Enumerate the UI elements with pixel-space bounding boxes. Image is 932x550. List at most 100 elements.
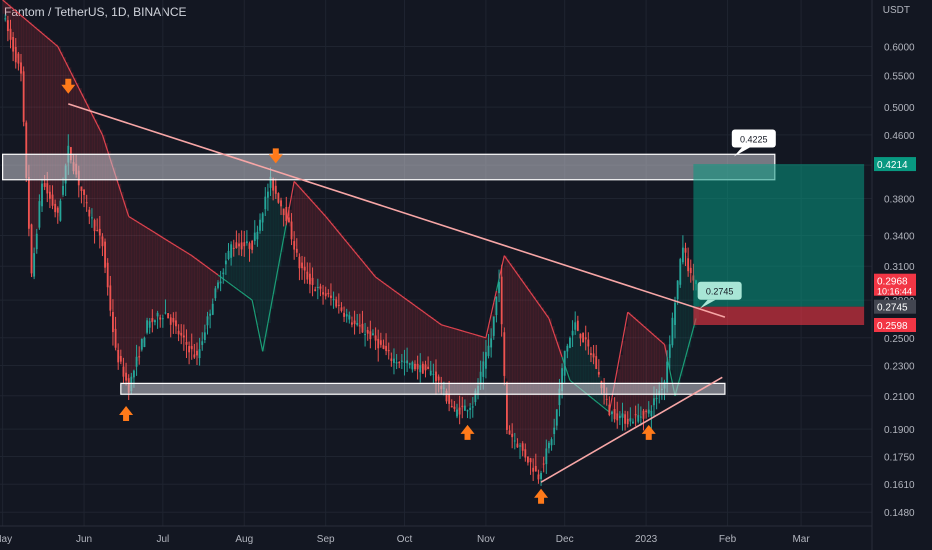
supertrend-fill xyxy=(577,329,581,387)
supertrend-fill xyxy=(160,236,164,316)
supertrend-fill xyxy=(299,187,303,267)
supertrend-line xyxy=(419,309,424,312)
candle-body xyxy=(243,242,246,247)
supertrend-line xyxy=(186,251,190,255)
supertrend-fill xyxy=(333,226,337,301)
supertrend-line xyxy=(67,67,72,73)
supertrend-line xyxy=(669,370,673,384)
x-tick-label: Jun xyxy=(76,534,92,545)
supertrend-fill xyxy=(162,237,166,314)
candle-body xyxy=(301,262,303,269)
x-tick-label: Mar xyxy=(792,534,810,545)
supertrend-line xyxy=(514,270,518,275)
supertrend-fill xyxy=(635,319,639,418)
supertrend-fill xyxy=(569,338,573,381)
candle-body xyxy=(54,203,57,213)
supertrend-line xyxy=(443,324,447,327)
supertrend-line xyxy=(338,232,342,237)
supertrend-line xyxy=(314,204,319,209)
price-axis-tag xyxy=(874,273,916,296)
candle-body xyxy=(335,299,338,307)
supertrend-line xyxy=(15,10,19,14)
candle-body xyxy=(674,302,676,325)
y-tick-label: 0.3100 xyxy=(884,262,915,273)
supertrend-fill xyxy=(141,224,145,343)
supertrend-fill xyxy=(260,217,264,339)
supertrend-line xyxy=(62,56,67,63)
supertrend-line xyxy=(601,405,605,409)
candle-body xyxy=(519,445,521,447)
candle-body xyxy=(193,354,196,358)
supertrend-line xyxy=(212,270,216,274)
supertrend-fill xyxy=(351,248,355,322)
supertrend-line xyxy=(406,299,411,303)
candle-body xyxy=(269,176,272,188)
candle-body xyxy=(684,248,687,253)
supertrend-fill xyxy=(2,0,6,14)
candle-body xyxy=(119,356,122,362)
supertrend-fill xyxy=(144,226,148,334)
x-tick-label: Nov xyxy=(477,534,495,545)
x-tick-label: 2023 xyxy=(635,534,658,545)
supertrend-fill xyxy=(428,315,432,372)
supertrend-line xyxy=(167,240,172,244)
supertrend-fill xyxy=(107,151,111,288)
candle-body xyxy=(456,409,458,417)
supertrend-line xyxy=(207,266,211,270)
chart-title: Fantom / TetherUS, 1D, BINANCE xyxy=(4,5,187,19)
candle-body xyxy=(185,341,188,345)
y-tick-label: 0.1750 xyxy=(884,452,915,463)
candle-body xyxy=(266,191,269,198)
candle-body xyxy=(479,371,482,385)
candle-body xyxy=(109,285,112,311)
supertrend-fill xyxy=(527,288,531,460)
supertrend-line xyxy=(543,310,547,316)
supertrend-line xyxy=(532,295,537,301)
candle-body xyxy=(343,312,345,317)
supertrend-fill xyxy=(207,267,211,320)
candle-body xyxy=(374,335,377,341)
supertrend-fill xyxy=(52,42,56,205)
supertrend-line xyxy=(645,327,650,332)
supertrend-line xyxy=(624,312,629,327)
supertrend-line xyxy=(28,21,32,25)
candle-body xyxy=(358,325,361,327)
candle-body xyxy=(419,365,422,373)
candle-body xyxy=(395,362,398,364)
supertrend-line xyxy=(650,332,655,336)
candle-body xyxy=(345,314,348,317)
y-tick-label: 0.2300 xyxy=(884,362,915,373)
candle-body xyxy=(532,467,535,472)
supertrend-fill xyxy=(317,207,321,291)
supertrend-line xyxy=(682,356,687,367)
supertrend-line xyxy=(165,238,169,242)
supertrend-fill xyxy=(78,88,82,183)
supertrend-fill xyxy=(580,334,584,389)
supertrend-line xyxy=(162,237,166,240)
supertrend-fill xyxy=(690,277,694,338)
supertrend-fill xyxy=(354,251,358,325)
candle-body xyxy=(427,366,430,369)
supertrend-fill xyxy=(362,261,366,331)
supertrend-line xyxy=(194,257,198,261)
x-tick-label: Oct xyxy=(397,534,413,545)
supertrend-fill xyxy=(288,209,292,227)
supertrend-line xyxy=(91,113,96,120)
supertrend-line xyxy=(225,280,229,284)
supertrend-line xyxy=(503,255,508,260)
supertrend-line xyxy=(616,354,621,370)
candle-body xyxy=(41,183,43,207)
candle-body xyxy=(653,398,655,406)
candle-body xyxy=(379,340,382,345)
callout-label: 0.4225 xyxy=(740,135,768,145)
supertrend-line xyxy=(404,297,408,301)
candle-body xyxy=(632,421,634,424)
candle-body xyxy=(203,332,206,341)
candle-body xyxy=(637,415,640,422)
callout-label: 0.2745 xyxy=(706,287,734,297)
candle-body xyxy=(43,183,46,187)
supertrend-line xyxy=(435,320,439,324)
supertrend-line xyxy=(157,233,161,237)
candle-body xyxy=(327,293,330,295)
